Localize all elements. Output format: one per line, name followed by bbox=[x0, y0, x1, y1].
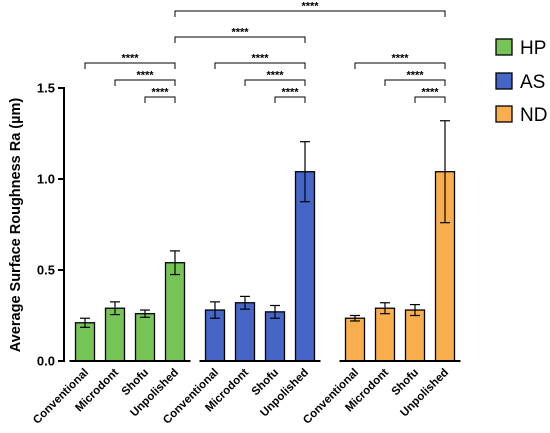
significance-label: **** bbox=[136, 70, 154, 82]
significance-label: **** bbox=[406, 70, 424, 82]
y-tick-label: 0.5 bbox=[37, 263, 55, 278]
significance-label: **** bbox=[391, 53, 409, 65]
significance-bracket bbox=[384, 79, 446, 86]
bar bbox=[344, 317, 366, 362]
significance-bracket bbox=[144, 96, 176, 103]
significance-bracket bbox=[414, 96, 446, 103]
significance-bracket bbox=[354, 62, 446, 69]
bar bbox=[74, 322, 96, 362]
significance-bracket bbox=[84, 62, 176, 69]
significance-label: **** bbox=[251, 53, 269, 65]
significance-label: **** bbox=[231, 27, 249, 39]
significance-bracket bbox=[174, 10, 446, 17]
significance-bracket bbox=[114, 79, 176, 86]
significance-label: **** bbox=[266, 70, 284, 82]
bar bbox=[104, 307, 126, 362]
legend: HP AS ND bbox=[495, 38, 547, 126]
axes bbox=[63, 87, 461, 362]
bar bbox=[164, 262, 186, 362]
significance-bracket bbox=[274, 96, 306, 103]
legend-swatch bbox=[495, 38, 513, 56]
y-axis-label: Average Surface Roughness Ra (µm) bbox=[8, 98, 24, 353]
significance-label: **** bbox=[421, 87, 439, 99]
legend-label: AS bbox=[520, 72, 545, 93]
y-tick-label: 0.0 bbox=[37, 354, 55, 369]
significance-label: **** bbox=[301, 1, 319, 13]
significance-bracket bbox=[214, 62, 306, 69]
y-ticks: 0.0 0.5 1.0 1.5 bbox=[37, 81, 64, 369]
legend-swatch bbox=[495, 105, 513, 123]
legend-label: ND bbox=[520, 105, 547, 126]
significance-brackets: **** **** **** **** **** **** **** **** **** ****… bbox=[84, 1, 446, 103]
error-bars bbox=[80, 120, 450, 328]
bar bbox=[374, 307, 396, 362]
significance-label: **** bbox=[151, 87, 169, 99]
bar bbox=[404, 309, 426, 362]
x-category-labels: ConventionalMicrodontShofuUnpolishedConv… bbox=[31, 367, 451, 427]
bar bbox=[134, 313, 156, 362]
y-tick-label: 1.5 bbox=[37, 81, 55, 96]
bar bbox=[234, 302, 256, 362]
significance-bracket bbox=[174, 36, 306, 43]
y-tick-label: 1.0 bbox=[37, 172, 55, 187]
significance-label: **** bbox=[121, 53, 139, 65]
legend-swatch bbox=[495, 72, 513, 90]
bar bbox=[264, 311, 286, 362]
bars bbox=[74, 171, 456, 362]
significance-bracket bbox=[244, 79, 306, 86]
legend-label: HP bbox=[520, 38, 546, 59]
significance-label: **** bbox=[281, 87, 299, 99]
